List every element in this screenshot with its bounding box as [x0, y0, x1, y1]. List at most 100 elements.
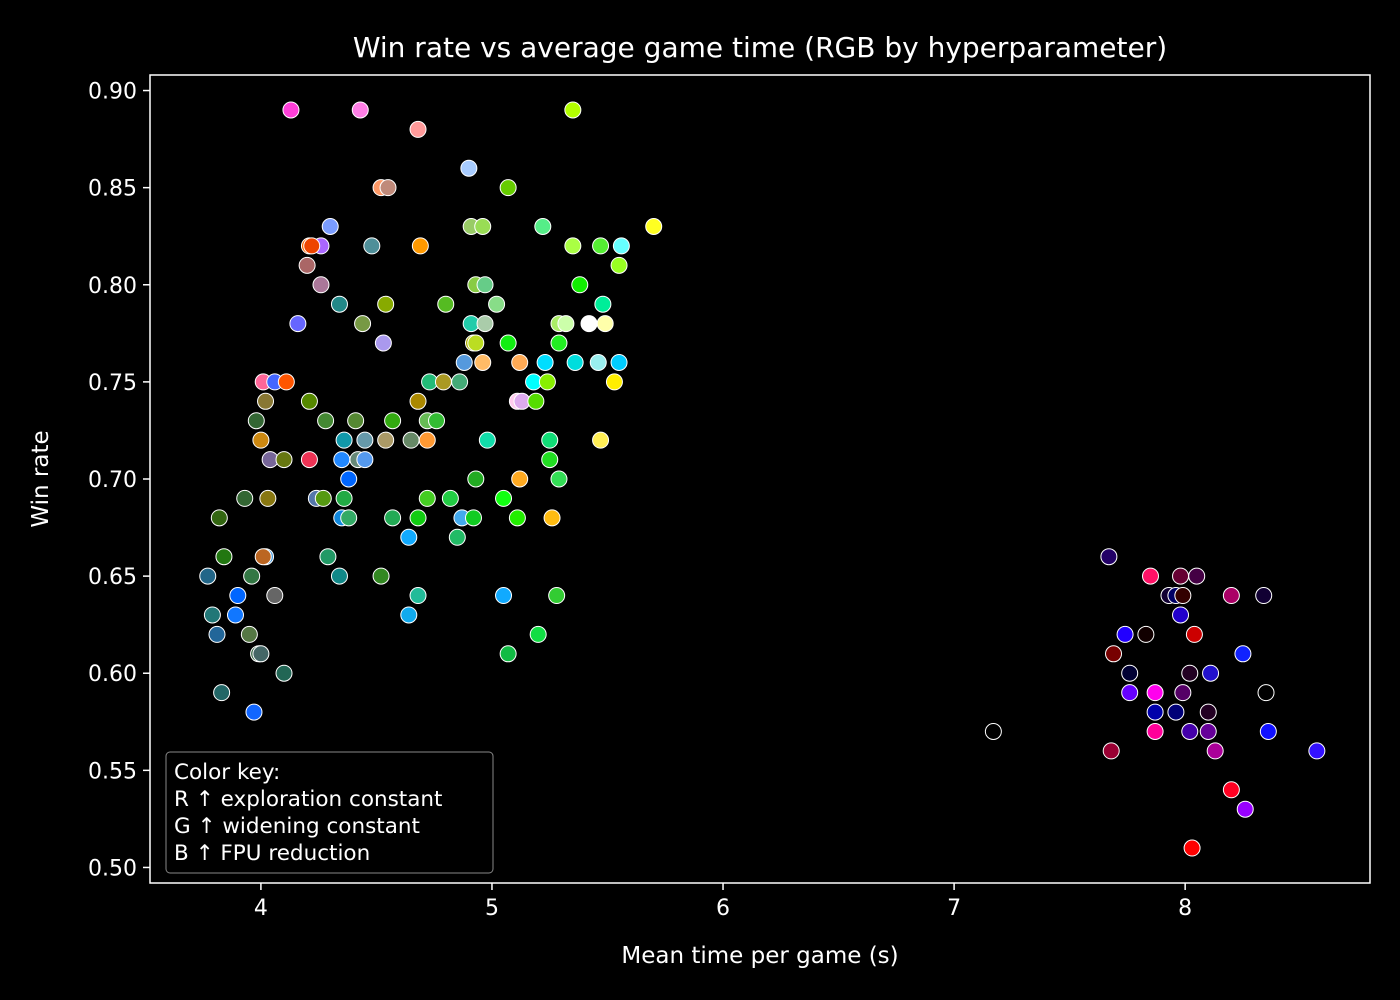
data-point — [1146, 723, 1164, 740]
y-axis: 0.50 0.55 0.60 0.65 0.70 0.75 0.80 0.85 0.90 — [88, 80, 150, 881]
data-point — [527, 392, 545, 410]
data-point — [330, 295, 348, 313]
data-point — [213, 684, 231, 702]
data-point — [488, 295, 506, 313]
legend-line-green: G ↑ widening constant — [174, 814, 420, 839]
data-point — [356, 451, 374, 469]
legend-line-title: Color key: — [174, 760, 280, 785]
data-point — [259, 489, 277, 507]
data-point — [645, 218, 663, 235]
data-point — [476, 315, 494, 333]
data-point — [340, 470, 358, 488]
y-tick-label: 0.50 — [88, 856, 137, 881]
data-point — [508, 509, 526, 527]
data-point — [534, 218, 552, 235]
data-point — [441, 489, 459, 507]
legend-line-red: R ↑ exploration constant — [174, 787, 442, 812]
data-point — [478, 431, 496, 449]
data-point — [1141, 567, 1159, 585]
data-point — [1308, 742, 1326, 760]
data-point — [215, 548, 233, 566]
data-point — [1174, 587, 1192, 605]
data-point — [257, 392, 275, 410]
data-point — [536, 353, 554, 371]
data-point — [592, 237, 610, 255]
data-point — [1222, 781, 1240, 799]
data-point — [254, 548, 272, 566]
data-point — [411, 237, 429, 255]
data-point — [335, 431, 353, 449]
data-point — [589, 353, 607, 371]
data-point — [335, 489, 353, 507]
data-point — [1121, 664, 1139, 682]
data-point — [409, 392, 427, 410]
data-point — [455, 353, 473, 371]
data-point — [612, 237, 630, 255]
data-point — [275, 451, 293, 469]
data-point — [610, 353, 628, 371]
data-point — [303, 237, 321, 255]
data-point — [511, 353, 529, 371]
data-point — [300, 392, 318, 410]
y-axis-label: Win rate — [28, 430, 54, 527]
data-point — [550, 334, 568, 352]
x-tick-label: 6 — [716, 896, 730, 921]
data-point — [499, 645, 517, 663]
data-point — [541, 451, 559, 469]
data-point — [330, 567, 348, 585]
data-point — [347, 412, 365, 430]
data-point — [1137, 625, 1155, 643]
x-tick-label: 4 — [254, 896, 268, 921]
data-point — [1100, 548, 1118, 566]
data-point — [571, 276, 589, 294]
data-point — [1183, 839, 1201, 857]
data-point — [208, 625, 226, 643]
data-point — [400, 528, 418, 546]
data-point — [1146, 684, 1164, 702]
data-point — [289, 315, 307, 333]
data-point — [428, 412, 446, 430]
data-point — [434, 373, 452, 391]
legend-box — [165, 751, 494, 874]
data-point — [610, 256, 628, 274]
data-point — [400, 606, 418, 624]
data-point — [409, 587, 427, 605]
data-point — [312, 276, 330, 294]
data-point — [476, 276, 494, 294]
data-point — [1202, 664, 1220, 682]
plot-area — [199, 101, 1326, 857]
data-point — [377, 295, 395, 313]
y-tick-label: 0.90 — [88, 80, 137, 105]
data-point — [319, 548, 337, 566]
data-point — [541, 431, 559, 449]
chart-title: Win rate vs average game time (RGB by hy… — [353, 31, 1167, 64]
data-point — [511, 470, 529, 488]
data-point — [1116, 625, 1134, 643]
data-point — [1188, 567, 1206, 585]
data-point — [1167, 703, 1185, 721]
data-point — [379, 179, 397, 197]
data-point — [474, 353, 492, 371]
legend-line-blue: B ↑ FPU reduction — [174, 841, 370, 866]
data-point — [564, 101, 582, 119]
data-point — [356, 431, 374, 449]
data-point — [333, 451, 351, 469]
data-point — [203, 606, 221, 624]
data-point — [596, 315, 614, 333]
data-point — [467, 334, 485, 352]
data-point — [464, 509, 482, 527]
x-tick-label: 8 — [1178, 896, 1192, 921]
data-point — [448, 528, 466, 546]
data-point — [354, 315, 372, 333]
x-tick-label: 7 — [947, 896, 961, 921]
data-point — [363, 237, 381, 255]
data-point — [314, 489, 332, 507]
data-point — [474, 218, 492, 235]
data-point — [1185, 625, 1203, 643]
data-point — [245, 703, 263, 721]
data-point — [1172, 606, 1190, 624]
data-point — [402, 431, 420, 449]
data-point — [384, 412, 402, 430]
data-point — [409, 120, 427, 138]
